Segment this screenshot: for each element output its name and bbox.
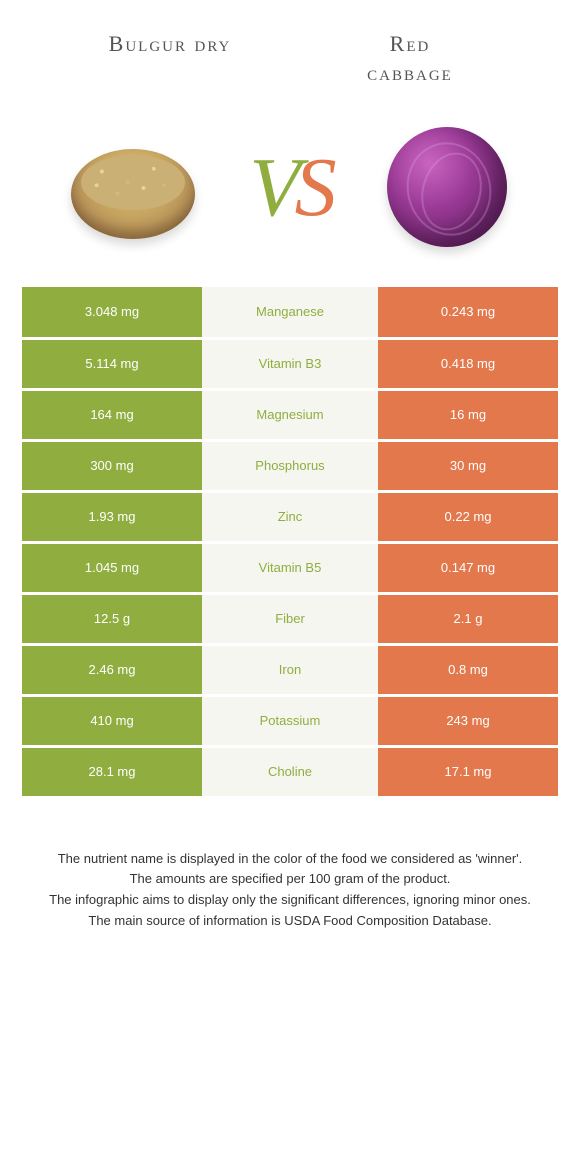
left-value: 2.46 mg xyxy=(22,644,202,695)
right-title-line2: cabbage xyxy=(367,60,453,85)
right-value: 0.22 mg xyxy=(378,491,558,542)
footer-line1: The nutrient name is displayed in the co… xyxy=(30,849,550,870)
table-row: 300 mgPhosphorus30 mg xyxy=(22,440,558,491)
left-value: 300 mg xyxy=(22,440,202,491)
header: Bulgur dry Red cabbage xyxy=(0,0,580,107)
right-value: 17.1 mg xyxy=(378,746,558,797)
table-row: 3.048 mgManganese0.243 mg xyxy=(22,287,558,338)
nutrient-name: Potassium xyxy=(202,695,378,746)
vs-label: VS xyxy=(249,139,330,236)
nutrient-name: Zinc xyxy=(202,491,378,542)
right-value: 0.147 mg xyxy=(378,542,558,593)
nutrient-name: Iron xyxy=(202,644,378,695)
nutrient-tbody: 3.048 mgManganese0.243 mg5.114 mgVitamin… xyxy=(22,287,558,797)
nutrient-name: Vitamin B3 xyxy=(202,338,378,389)
table-row: 5.114 mgVitamin B30.418 mg xyxy=(22,338,558,389)
table-row: 164 mgMagnesium16 mg xyxy=(22,389,558,440)
left-value: 12.5 g xyxy=(22,593,202,644)
right-value: 2.1 g xyxy=(378,593,558,644)
table-row: 2.46 mgIron0.8 mg xyxy=(22,644,558,695)
nutrient-name: Vitamin B5 xyxy=(202,542,378,593)
right-value: 243 mg xyxy=(378,695,558,746)
left-value: 1.045 mg xyxy=(22,542,202,593)
right-value: 0.243 mg xyxy=(378,287,558,338)
right-value: 30 mg xyxy=(378,440,558,491)
nutrient-name: Phosphorus xyxy=(202,440,378,491)
vs-v: V xyxy=(249,141,294,234)
right-value: 0.418 mg xyxy=(378,338,558,389)
bulgur-bowl-icon xyxy=(71,149,195,239)
table-row: 1.045 mgVitamin B50.147 mg xyxy=(22,542,558,593)
table-row: 12.5 gFiber2.1 g xyxy=(22,593,558,644)
right-value: 16 mg xyxy=(378,389,558,440)
red-cabbage-icon xyxy=(387,127,507,247)
left-value: 5.114 mg xyxy=(22,338,202,389)
nutrient-name: Magnesium xyxy=(202,389,378,440)
right-title-line1: Red xyxy=(390,31,431,56)
footer-line3: The infographic aims to display only the… xyxy=(30,890,550,911)
footer-notes: The nutrient name is displayed in the co… xyxy=(0,799,580,932)
left-value: 3.048 mg xyxy=(22,287,202,338)
cabbage-image xyxy=(377,117,517,257)
vs-s: S xyxy=(295,141,331,234)
vs-row: VS xyxy=(0,107,580,287)
table-row: 410 mgPotassium243 mg xyxy=(22,695,558,746)
footer-line4: The main source of information is USDA F… xyxy=(30,911,550,932)
left-food-title: Bulgur dry xyxy=(50,30,290,87)
table-row: 28.1 mgCholine17.1 mg xyxy=(22,746,558,797)
right-value: 0.8 mg xyxy=(378,644,558,695)
nutrient-name: Choline xyxy=(202,746,378,797)
right-food-title: Red cabbage xyxy=(290,30,530,87)
nutrient-name: Manganese xyxy=(202,287,378,338)
nutrient-name: Fiber xyxy=(202,593,378,644)
footer-line2: The amounts are specified per 100 gram o… xyxy=(30,869,550,890)
table-row: 1.93 mgZinc0.22 mg xyxy=(22,491,558,542)
left-value: 1.93 mg xyxy=(22,491,202,542)
left-value: 164 mg xyxy=(22,389,202,440)
nutrient-table: 3.048 mgManganese0.243 mg5.114 mgVitamin… xyxy=(22,287,558,799)
left-value: 28.1 mg xyxy=(22,746,202,797)
bulgur-image xyxy=(63,117,203,257)
left-value: 410 mg xyxy=(22,695,202,746)
